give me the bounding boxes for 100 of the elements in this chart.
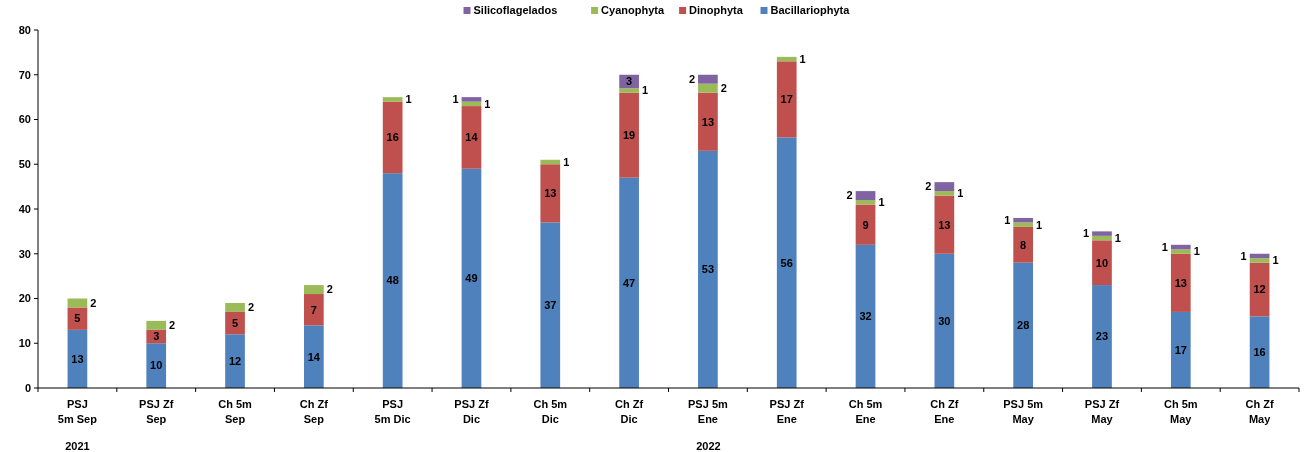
y-tick-label: 70 xyxy=(18,68,31,81)
data-label: 53 xyxy=(701,263,715,276)
x-tick-label: Ch Zf Dic xyxy=(615,398,644,425)
bar xyxy=(619,92,639,178)
y-tick-label: 0 xyxy=(24,381,31,394)
data-label: 47 xyxy=(622,276,636,289)
bar xyxy=(855,191,876,201)
bar xyxy=(461,106,482,169)
data-label: 3 xyxy=(626,75,633,88)
data-label: 32 xyxy=(859,310,872,323)
data-label: 13 xyxy=(71,352,84,365)
data-label: 28 xyxy=(1017,319,1030,332)
bar xyxy=(1170,244,1191,250)
data-label: 7 xyxy=(310,303,317,316)
data-label: 12 xyxy=(1253,283,1266,296)
x-tick-label: PSJ Zf Sep xyxy=(139,398,174,425)
bar xyxy=(540,159,561,165)
data-label: 10 xyxy=(150,359,163,372)
bar xyxy=(619,177,639,388)
data-label: 14 xyxy=(307,350,321,363)
y-tick-label: 50 xyxy=(18,158,31,171)
bar xyxy=(225,311,245,335)
data-label: 19 xyxy=(622,129,636,142)
x-tick-label: PSJ Zf Dic xyxy=(454,398,489,425)
data-label: 1 xyxy=(641,84,649,97)
text: 2022 xyxy=(696,440,721,452)
bar xyxy=(303,294,324,326)
bar xyxy=(540,222,561,388)
bar xyxy=(698,83,718,93)
data-label: 1 xyxy=(405,93,412,106)
bar xyxy=(382,173,403,388)
bar xyxy=(855,244,876,388)
data-label: 30 xyxy=(938,314,951,327)
data-label: 16 xyxy=(1253,346,1266,359)
bar xyxy=(67,307,88,330)
bar xyxy=(1092,285,1112,388)
data-label: 3 xyxy=(153,330,160,343)
bar xyxy=(1013,262,1033,388)
legend-label: Silicoflagelados xyxy=(473,4,558,16)
data-label: 1 xyxy=(484,97,491,110)
data-label: 2 xyxy=(720,82,727,95)
x-tick-label: PSJ 5m Sep xyxy=(57,398,98,425)
x-tick-label: Ch Zf Ene xyxy=(930,398,959,425)
data-label: 17 xyxy=(1174,343,1187,356)
bar xyxy=(1170,253,1191,312)
data-label: 23 xyxy=(1095,330,1109,343)
bar xyxy=(934,182,955,192)
bar xyxy=(303,285,324,295)
bar xyxy=(1170,249,1191,254)
data-label: 13 xyxy=(938,218,951,231)
legend-label: Dinophyta xyxy=(689,4,744,16)
bar xyxy=(1092,231,1112,236)
bar xyxy=(776,137,797,388)
data-label: 56 xyxy=(780,256,793,269)
bar xyxy=(698,150,718,388)
y-tick-label: 40 xyxy=(18,202,31,215)
data-label: 1 xyxy=(1036,218,1043,231)
x-tick-label: PSJ Zf May xyxy=(1084,398,1120,425)
data-label: 1 xyxy=(799,52,806,65)
bar xyxy=(1249,258,1270,263)
data-label: 2 xyxy=(169,319,176,332)
data-label: 12 xyxy=(228,355,242,367)
data-label: 1 xyxy=(452,93,459,106)
bar xyxy=(1092,235,1112,241)
legend-label: Cyanophyta xyxy=(601,4,665,16)
data-label: 2 xyxy=(925,180,932,193)
data-label: 8 xyxy=(1020,238,1027,251)
data-label: 1 xyxy=(563,155,570,168)
data-label: 1 xyxy=(1272,254,1279,267)
bar xyxy=(698,74,718,84)
bar xyxy=(225,334,245,388)
x-tick-label: PSJ 5m May xyxy=(1003,398,1044,425)
data-label: 1 xyxy=(1004,214,1011,227)
bar xyxy=(934,191,955,196)
bar xyxy=(934,195,955,254)
bar xyxy=(855,204,876,245)
data-label: 2 xyxy=(326,283,333,296)
x-tick-label: PSJ Zf Ene xyxy=(769,398,805,425)
text: 2021 xyxy=(65,440,90,452)
y-tick-label: 60 xyxy=(18,113,31,126)
data-label: 1 xyxy=(878,196,885,209)
bar xyxy=(776,61,797,138)
bar xyxy=(1249,316,1270,388)
x-tick-label: Ch 5m Dic xyxy=(533,398,568,425)
data-label: 2 xyxy=(846,189,853,202)
data-label: 1 xyxy=(1114,231,1121,244)
x-tick-label: Ch 5m Ene xyxy=(848,398,883,425)
bar xyxy=(1013,226,1033,263)
data-label: 13 xyxy=(1174,276,1187,289)
data-label: 5 xyxy=(74,312,81,325)
y-tick-label: 10 xyxy=(18,337,31,350)
data-label: 2 xyxy=(90,296,97,309)
bar xyxy=(461,97,482,102)
bar xyxy=(1092,240,1112,286)
data-label: 9 xyxy=(862,218,869,231)
bar xyxy=(934,253,955,388)
data-label: 13 xyxy=(701,115,715,128)
bar xyxy=(146,343,167,388)
data-label: 10 xyxy=(1095,256,1109,269)
bar xyxy=(146,320,167,330)
